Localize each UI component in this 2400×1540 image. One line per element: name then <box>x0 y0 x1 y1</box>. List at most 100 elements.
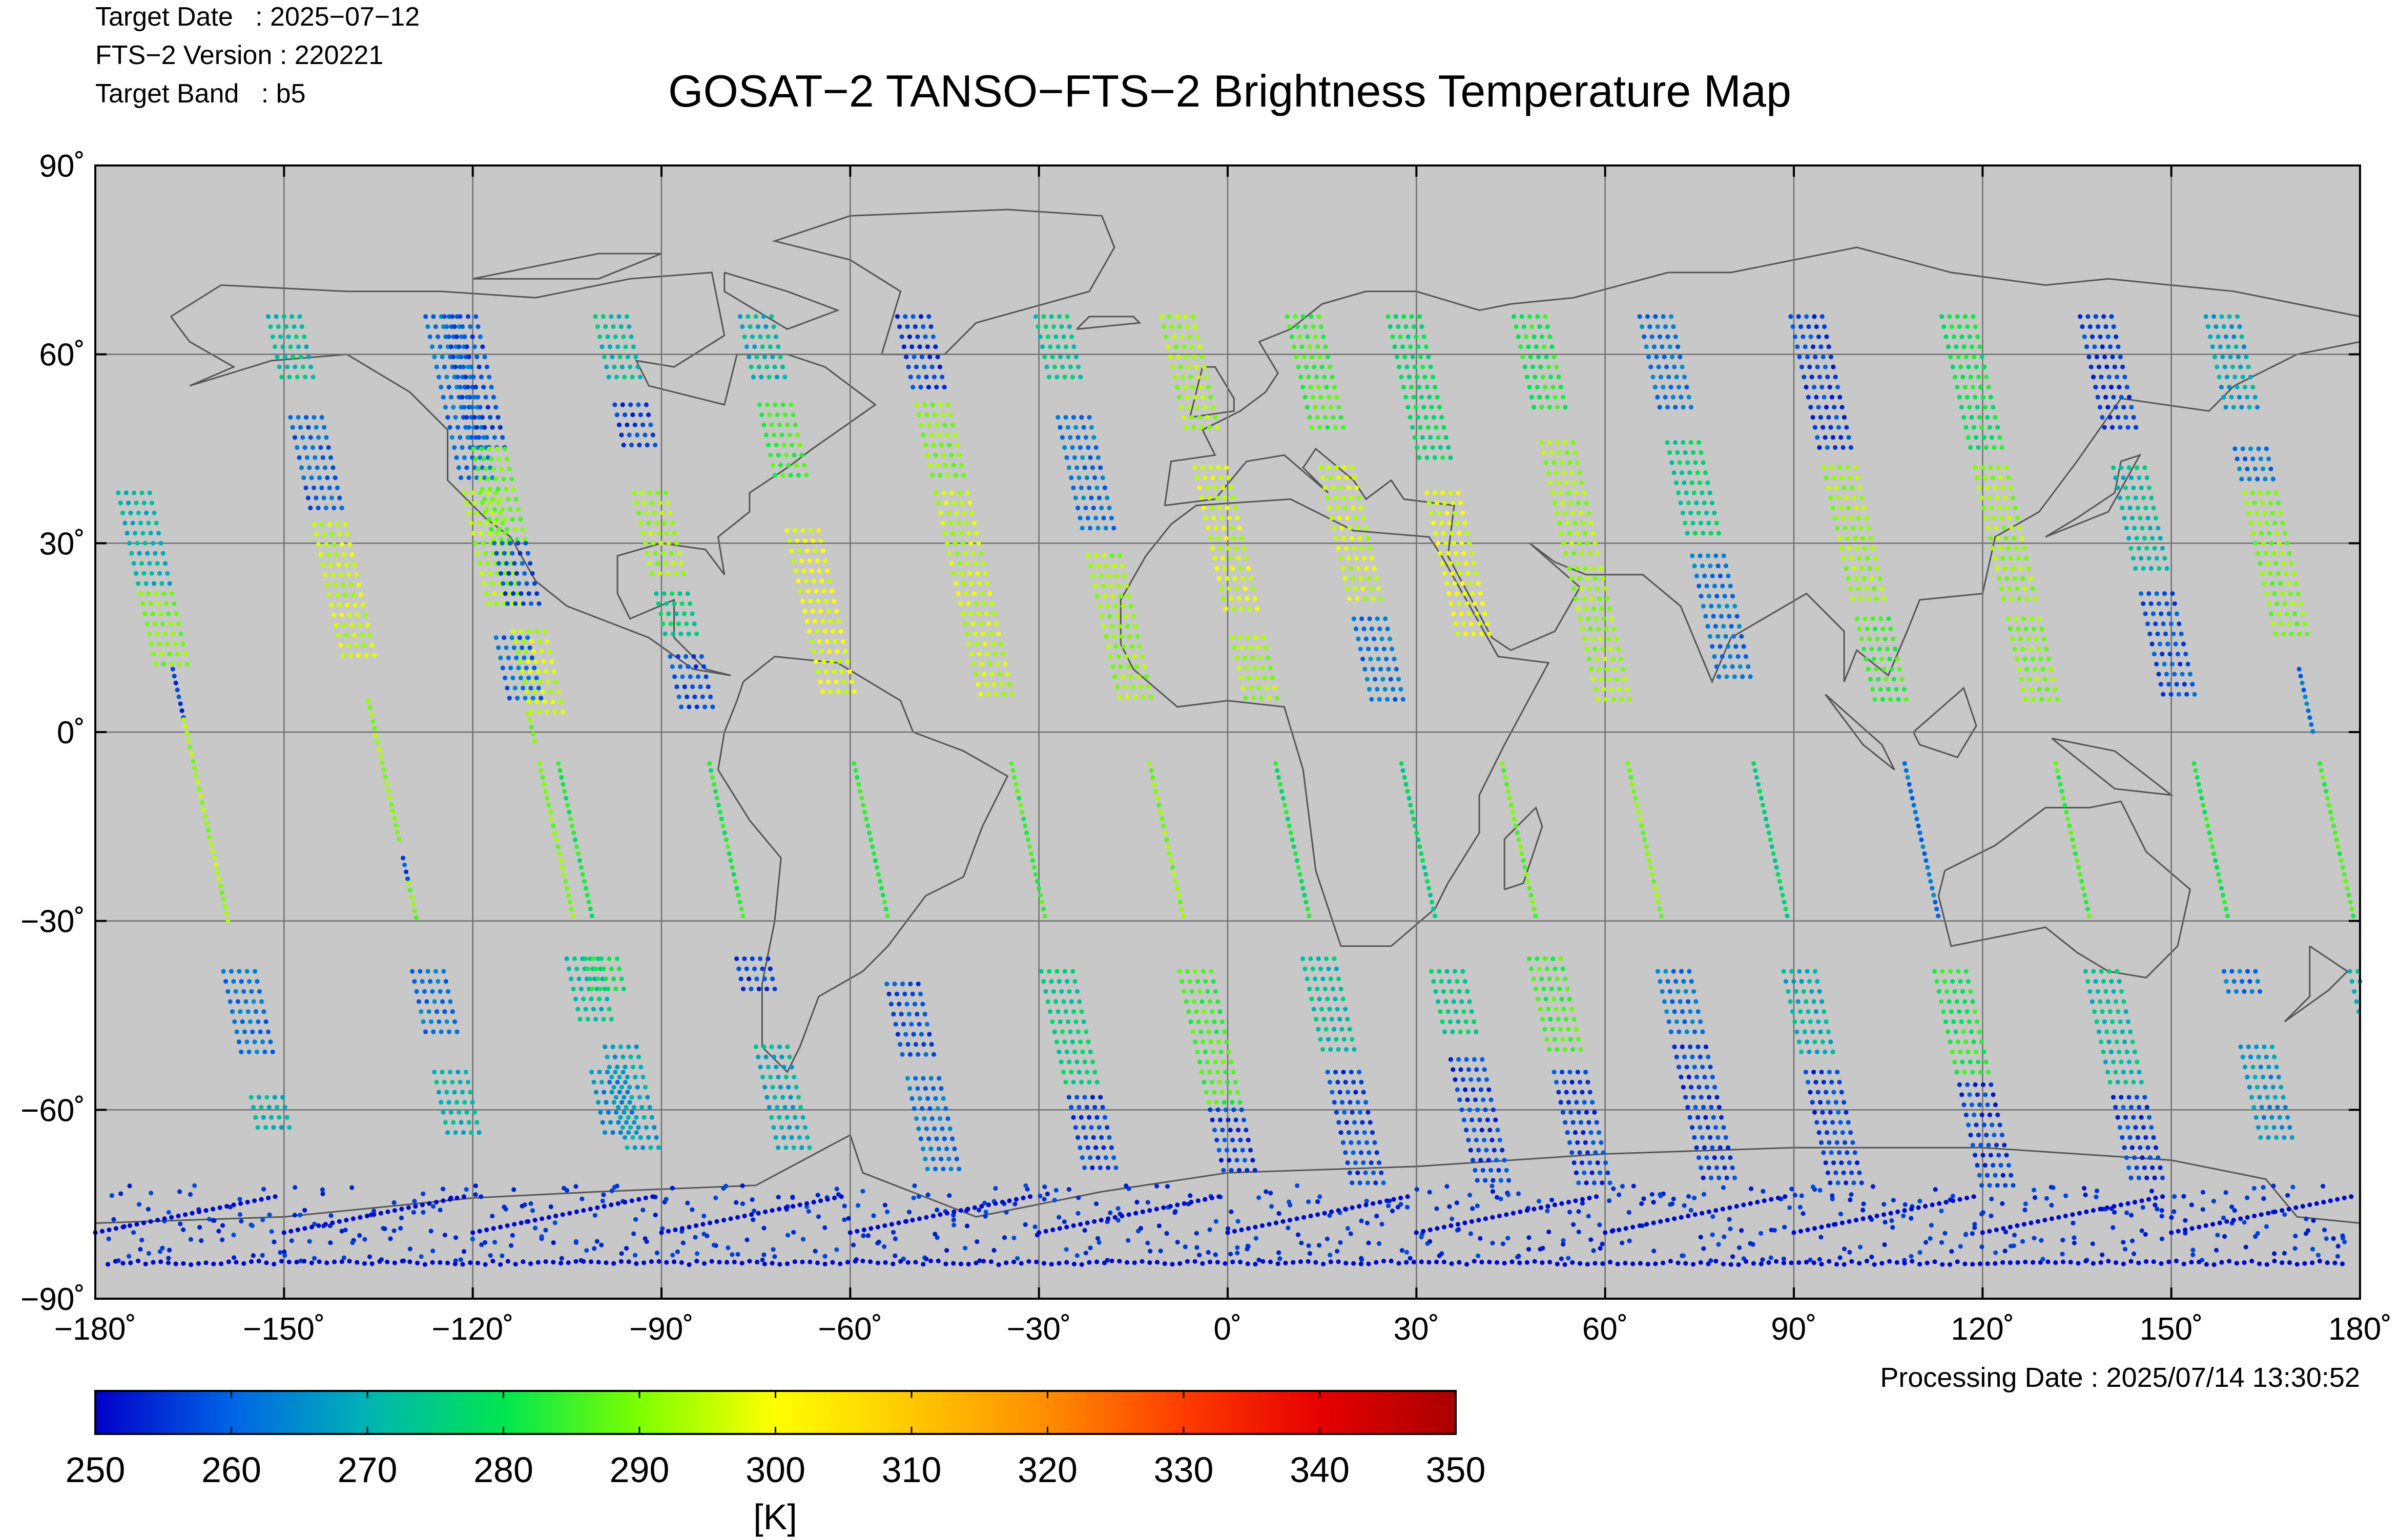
observation-point <box>1347 1027 1352 1032</box>
observation-point <box>1295 324 1300 329</box>
observation-point <box>184 731 190 736</box>
observation-point <box>478 334 483 339</box>
observation-point <box>2090 334 2095 339</box>
observation-point <box>1421 334 1426 339</box>
observation-point <box>1827 1070 1832 1075</box>
observation-point <box>479 1242 484 1247</box>
observation-point <box>1430 445 1435 450</box>
observation-point <box>1727 614 1732 619</box>
observation-point <box>489 385 494 390</box>
observation-point <box>498 425 503 430</box>
observation-point <box>1790 324 1795 329</box>
observation-point <box>2018 566 2023 571</box>
observation-point <box>1704 1085 1709 1090</box>
observation-point <box>1103 1155 1108 1160</box>
observation-point <box>1813 1009 1818 1014</box>
observation-point <box>1568 1110 1574 1115</box>
observation-point <box>711 1242 717 1247</box>
observation-point <box>925 1096 930 1101</box>
observation-point <box>688 601 693 606</box>
observation-point <box>1337 1090 1342 1095</box>
observation-point <box>1045 999 1050 1004</box>
observation-point <box>1463 1087 1468 1092</box>
observation-point <box>1985 1070 1991 1075</box>
observation-point <box>2006 546 2011 551</box>
observation-point <box>478 476 483 482</box>
observation-point <box>2128 1105 2134 1110</box>
observation-point <box>909 344 915 349</box>
observation-point <box>1343 1047 1349 1052</box>
observation-point <box>468 1090 473 1095</box>
observation-point <box>1333 425 1338 430</box>
observation-point <box>761 422 767 427</box>
observation-point <box>1179 334 1184 339</box>
observation-point <box>1914 817 1919 822</box>
observation-point <box>1388 677 1393 682</box>
observation-point <box>1264 685 1270 691</box>
observation-point <box>1390 334 1395 339</box>
observation-point <box>548 1204 553 1210</box>
observation-point <box>585 966 590 971</box>
observation-point <box>138 521 143 526</box>
observation-point <box>611 976 616 982</box>
observation-point <box>1346 1090 1351 1095</box>
observation-point <box>1304 900 1309 905</box>
observation-point <box>2124 1049 2129 1054</box>
observation-point <box>1655 324 1660 329</box>
observation-point <box>601 314 606 319</box>
observation-point <box>534 629 540 634</box>
observation-point <box>216 1229 221 1234</box>
observation-point <box>768 452 773 457</box>
observation-point <box>1656 364 1661 369</box>
observation-point <box>1361 626 1367 632</box>
observation-point <box>1299 879 1304 884</box>
observation-point <box>131 561 136 566</box>
observation-point <box>1075 505 1081 511</box>
observation-point <box>1558 1027 1563 1032</box>
observation-point <box>1230 1100 1235 1105</box>
observation-point <box>1796 1039 1802 1045</box>
observation-point <box>1589 667 1594 672</box>
observation-point <box>241 989 246 994</box>
observation-point <box>1071 1009 1077 1014</box>
observation-point <box>1822 1120 1827 1125</box>
observation-point <box>625 355 630 360</box>
observation-point <box>1872 586 1877 591</box>
observation-point <box>1166 844 1171 849</box>
observation-point <box>1224 1039 1229 1045</box>
observation-point <box>752 344 757 349</box>
observation-point <box>538 679 543 684</box>
observation-point <box>672 601 677 606</box>
observation-tracks <box>93 314 2363 1267</box>
observation-point <box>1545 966 1550 971</box>
observation-point <box>1599 606 1604 611</box>
observation-point <box>1585 1079 1590 1085</box>
observation-point <box>1464 601 1470 606</box>
observation-point <box>307 465 312 470</box>
observation-point <box>2263 551 2268 556</box>
observation-point <box>1959 334 1964 339</box>
observation-point <box>2225 913 2230 919</box>
observation-point <box>2134 535 2139 541</box>
observation-point <box>464 501 469 506</box>
observation-point <box>892 982 897 987</box>
observation-point <box>2274 601 2280 606</box>
observation-point <box>1001 692 1007 697</box>
observation-point <box>1590 1140 1596 1145</box>
observation-point <box>793 1115 798 1120</box>
coastline <box>772 209 1115 356</box>
observation-point <box>1709 501 1715 506</box>
observation-point <box>2278 581 2283 586</box>
observation-point <box>2056 775 2061 780</box>
observation-point <box>1705 623 1710 629</box>
observation-point <box>2229 969 2235 974</box>
observation-point <box>1124 654 1129 659</box>
observation-point <box>527 718 532 723</box>
observation-point <box>740 1201 745 1206</box>
observation-point <box>1587 586 1592 591</box>
observation-point <box>1215 495 1220 501</box>
observation-point <box>2011 1183 2016 1188</box>
observation-point <box>1213 1059 1218 1065</box>
observation-point <box>924 374 929 380</box>
observation-point <box>2061 796 2066 801</box>
